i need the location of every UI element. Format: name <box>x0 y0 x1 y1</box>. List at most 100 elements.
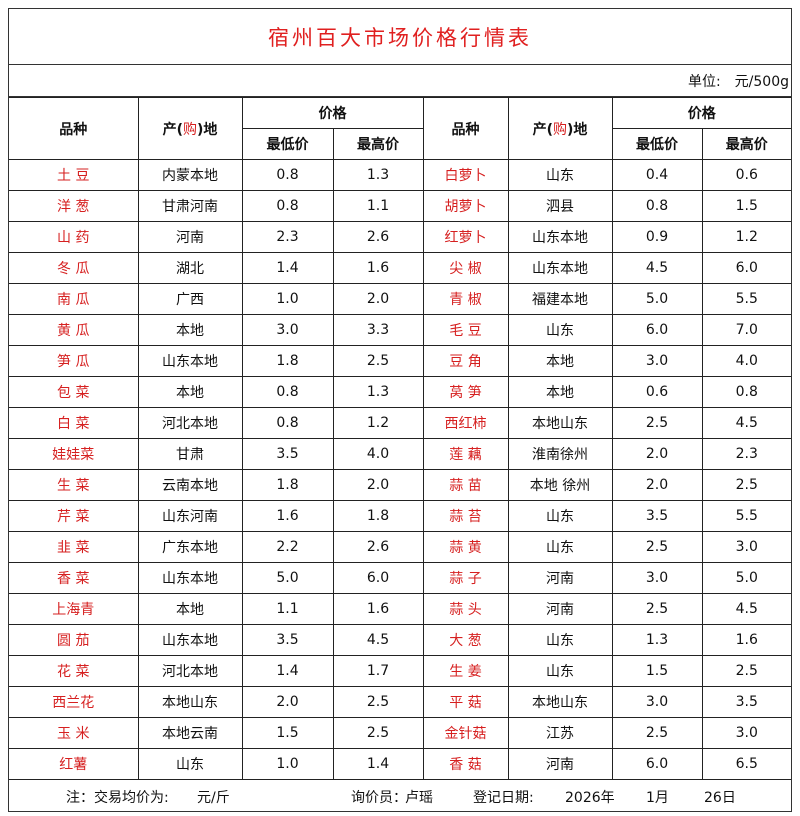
right-origin-cell: 山东 <box>507 314 613 346</box>
sheet-title: 宿州百大市场价格行情表 <box>9 9 791 65</box>
right-min-price-cell: 3.0 <box>611 562 703 594</box>
right-variety-cell: 大 葱 <box>422 624 509 656</box>
right-variety-cell: 金针菇 <box>422 717 509 749</box>
footer-year: 2026年 <box>565 790 615 806</box>
table-row: 芹 菜山东河南 1.6 1.8 蒜 苔山东 3.5 5.5 <box>9 500 791 532</box>
right-max-price-cell: 4.5 <box>701 407 791 439</box>
table-row: 玉 米本地云南 1.5 2.5 金针菇 江苏 2.5 3.0 <box>9 717 791 749</box>
right-origin-cell: 山东 <box>507 655 613 687</box>
right-min-price-cell: 3.0 <box>611 345 703 377</box>
right-origin-cell: 山东本地 <box>507 252 613 284</box>
left-min-price-cell: 1.0 <box>241 283 334 315</box>
footer-note-unit: 元/斤 <box>197 790 230 806</box>
table-row: 洋 葱甘肃河南 0.8 1.1 胡萝卜 泗县 0.8 1.5 <box>9 190 791 222</box>
right-variety-cell: 蒜 苔 <box>422 500 509 532</box>
right-origin-cell: 江苏 <box>507 717 613 749</box>
left-variety-cell: 土 豆 <box>9 159 139 191</box>
right-max-price-cell: 1.5 <box>701 190 791 222</box>
right-min-price-cell: 0.8 <box>611 190 703 222</box>
header-origin: 产(购)地 <box>507 97 613 160</box>
right-max-price-cell: 3.5 <box>701 686 791 718</box>
left-max-price-cell: 2.0 <box>332 469 424 501</box>
right-origin-cell: 福建本地 <box>507 283 613 315</box>
left-max-price-cell: 2.5 <box>332 345 424 377</box>
right-min-price-cell: 3.0 <box>611 686 703 718</box>
header-variety: 品种 <box>9 97 139 160</box>
right-min-price-cell: 2.0 <box>611 438 703 470</box>
left-variety-cell: 玉 米 <box>9 717 139 749</box>
left-min-price-cell: 5.0 <box>241 562 334 594</box>
left-variety-cell: 笋 瓜 <box>9 345 139 377</box>
header-origin-red: 购 <box>553 121 567 138</box>
right-origin-cell: 本地 <box>507 345 613 377</box>
right-origin-cell: 河南 <box>507 562 613 594</box>
footer-month: 1月 <box>646 790 669 806</box>
right-variety-cell: 蒜 头 <box>422 593 509 625</box>
left-max-price-cell: 1.6 <box>332 593 424 625</box>
right-variety-cell: 生 姜 <box>422 655 509 687</box>
left-min-price-cell: 1.8 <box>241 345 334 377</box>
right-min-price-cell: 0.9 <box>611 221 703 253</box>
footer-inquirer-label: 询价员： <box>351 790 407 806</box>
left-variety-cell: 冬 瓜 <box>9 252 139 284</box>
right-origin-cell: 河南 <box>507 593 613 625</box>
header-min-price: 最低价 <box>242 128 334 160</box>
left-origin-cell: 本地 <box>137 376 243 408</box>
unit-label: 单位: <box>687 73 721 90</box>
left-max-price-cell: 2.5 <box>332 717 424 749</box>
table-row: 包 菜本地 0.8 1.3 莴 笋本地 0.6 0.8 <box>9 376 791 408</box>
right-variety-cell: 平 菇 <box>422 686 509 718</box>
right-origin-cell: 淮南徐州 <box>507 438 613 470</box>
table-row: 娃娃菜 甘肃 3.5 4.0 莲 藕淮南徐州 2.0 2.3 <box>9 438 791 470</box>
right-max-price-cell: 2.3 <box>701 438 791 470</box>
right-variety-cell: 红萝卜 <box>422 221 509 253</box>
right-origin-cell: 山东 <box>507 159 613 191</box>
left-min-price-cell: 0.8 <box>241 407 334 439</box>
left-variety-cell: 花 菜 <box>9 655 139 687</box>
table-row: 冬 瓜湖北 1.4 1.6 尖 椒山东本地 4.5 6.0 <box>9 252 791 284</box>
left-min-price-cell: 0.8 <box>241 190 334 222</box>
right-max-price-cell: 2.5 <box>701 469 791 501</box>
left-origin-cell: 广西 <box>137 283 243 315</box>
right-max-price-cell: 6.5 <box>701 748 791 780</box>
left-variety-cell: 山 药 <box>9 221 139 253</box>
right-variety-cell: 莲 藕 <box>422 438 509 470</box>
left-max-price-cell: 2.0 <box>332 283 424 315</box>
right-min-price-cell: 2.5 <box>611 531 703 563</box>
header-min-price: 最低价 <box>611 128 703 160</box>
right-variety-cell: 西红柿 <box>422 407 509 439</box>
left-variety-cell: 南 瓜 <box>9 283 139 315</box>
left-min-price-cell: 2.0 <box>241 686 334 718</box>
right-max-price-cell: 4.5 <box>701 593 791 625</box>
right-min-price-cell: 2.0 <box>611 469 703 501</box>
left-origin-cell: 山东本地 <box>137 624 243 656</box>
header-origin-post: )地 <box>197 121 218 138</box>
left-variety-cell: 韭 菜 <box>9 531 139 563</box>
header-origin: 产(购)地 <box>137 97 243 160</box>
right-variety-cell: 蒜 黄 <box>422 531 509 563</box>
left-variety-cell: 圆 茄 <box>9 624 139 656</box>
left-min-price-cell: 1.5 <box>241 717 334 749</box>
left-max-price-cell: 2.5 <box>332 686 424 718</box>
footer-date-label: 登记日期: <box>473 790 534 806</box>
left-variety-cell: 上海青 <box>9 593 139 625</box>
footer-row: 注：交易均价为: 元/斤 询价员： 卢瑶 登记日期: 2026年 1月 26日 <box>9 780 791 811</box>
right-variety-cell: 毛 豆 <box>422 314 509 346</box>
right-max-price-cell: 1.6 <box>701 624 791 656</box>
right-max-price-cell: 7.0 <box>701 314 791 346</box>
left-origin-cell: 湖北 <box>137 252 243 284</box>
price-sheet: 宿州百大市场价格行情表 单位: 元/500g 品种 产(购)地 价格 品种 产(… <box>8 8 792 812</box>
right-min-price-cell: 4.5 <box>611 252 703 284</box>
left-max-price-cell: 1.8 <box>332 500 424 532</box>
table-row: 圆 茄山东本地 3.5 4.5 大 葱山东 1.3 1.6 <box>9 624 791 656</box>
left-variety-cell: 西兰花 <box>9 686 139 718</box>
right-origin-cell: 山东本地 <box>507 221 613 253</box>
right-max-price-cell: 1.2 <box>701 221 791 253</box>
right-max-price-cell: 3.0 <box>701 717 791 749</box>
left-origin-cell: 甘肃 <box>137 438 243 470</box>
price-table: 品种 产(购)地 价格 品种 产(购)地 价格 最低价 最高价 最低价 最高价 … <box>9 97 791 780</box>
left-origin-cell: 山东本地 <box>137 562 243 594</box>
table-row: 南 瓜广西 1.0 2.0 青 椒福建本地 5.0 5.5 <box>9 283 791 315</box>
left-max-price-cell: 1.3 <box>332 376 424 408</box>
header-origin-pre: 产( <box>162 121 183 138</box>
